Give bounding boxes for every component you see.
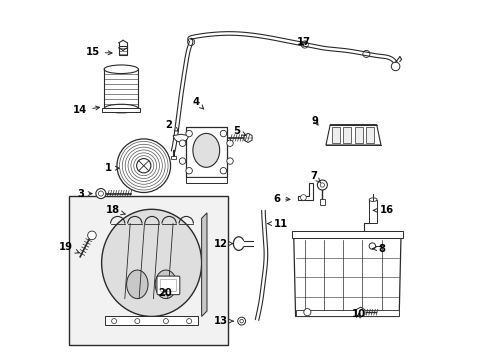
Circle shape	[220, 167, 226, 174]
Text: 13: 13	[213, 316, 233, 326]
Text: 1: 1	[105, 163, 119, 173]
Circle shape	[185, 130, 192, 137]
Polygon shape	[244, 133, 252, 143]
Wedge shape	[173, 134, 188, 142]
Text: 19: 19	[58, 242, 79, 253]
Circle shape	[98, 191, 103, 196]
Circle shape	[226, 140, 233, 147]
Polygon shape	[298, 183, 312, 201]
Circle shape	[179, 158, 185, 164]
Text: 15: 15	[85, 47, 112, 57]
Text: 5: 5	[233, 126, 245, 136]
Text: 9: 9	[311, 116, 318, 126]
Circle shape	[185, 167, 192, 174]
Ellipse shape	[368, 198, 376, 202]
FancyBboxPatch shape	[157, 276, 180, 295]
Ellipse shape	[104, 65, 138, 73]
Bar	[366, 127, 373, 143]
Text: 11: 11	[267, 219, 287, 229]
Polygon shape	[325, 125, 380, 145]
Text: 16: 16	[373, 205, 393, 215]
Polygon shape	[201, 213, 206, 316]
Circle shape	[111, 319, 116, 324]
Polygon shape	[293, 238, 400, 316]
Bar	[185, 177, 226, 183]
Text: 3: 3	[77, 189, 92, 199]
Circle shape	[87, 231, 96, 240]
Text: 7: 7	[310, 171, 320, 183]
Text: 10: 10	[351, 309, 365, 319]
Ellipse shape	[102, 209, 201, 316]
Ellipse shape	[104, 104, 138, 113]
Circle shape	[368, 243, 375, 249]
Bar	[295, 310, 398, 316]
Circle shape	[186, 319, 191, 324]
Bar	[291, 231, 402, 238]
Text: 20: 20	[158, 288, 172, 297]
Circle shape	[317, 180, 326, 190]
Circle shape	[226, 158, 233, 164]
Text: 6: 6	[273, 194, 289, 203]
Bar	[331, 127, 339, 143]
Ellipse shape	[192, 134, 219, 167]
Bar	[105, 316, 198, 325]
Circle shape	[390, 62, 399, 71]
Bar	[69, 196, 228, 345]
Ellipse shape	[155, 270, 176, 298]
Circle shape	[240, 319, 243, 323]
Text: 12: 12	[213, 239, 233, 249]
Bar	[319, 199, 325, 205]
Text: 4: 4	[192, 97, 203, 109]
Circle shape	[179, 140, 185, 147]
Text: 17: 17	[296, 37, 310, 48]
Circle shape	[220, 130, 226, 137]
Bar	[119, 46, 127, 55]
Text: 8: 8	[372, 244, 385, 253]
Text: 14: 14	[73, 105, 100, 115]
Circle shape	[135, 319, 140, 324]
Bar	[171, 156, 176, 159]
Bar	[354, 127, 362, 143]
Circle shape	[163, 319, 168, 324]
Ellipse shape	[126, 270, 148, 298]
Circle shape	[300, 195, 305, 201]
Bar	[368, 200, 376, 223]
Circle shape	[117, 139, 170, 193]
Text: 2: 2	[165, 120, 178, 131]
Polygon shape	[356, 307, 364, 317]
Bar	[343, 127, 350, 143]
Circle shape	[303, 309, 310, 316]
Bar	[102, 108, 140, 112]
Bar	[185, 127, 226, 177]
Circle shape	[237, 317, 245, 325]
Text: 18: 18	[105, 205, 125, 215]
Circle shape	[320, 183, 324, 187]
Circle shape	[96, 189, 106, 199]
Circle shape	[136, 158, 151, 173]
